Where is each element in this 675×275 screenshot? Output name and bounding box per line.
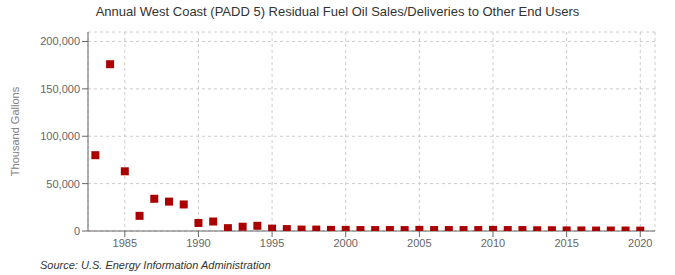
- svg-text:2020: 2020: [628, 237, 652, 249]
- svg-text:2005: 2005: [407, 237, 431, 249]
- svg-text:2000: 2000: [333, 237, 357, 249]
- svg-text:100,000: 100,000: [40, 130, 80, 142]
- svg-text:2015: 2015: [554, 237, 578, 249]
- svg-text:Thousand Gallons: Thousand Gallons: [9, 86, 21, 176]
- svg-text:1990: 1990: [186, 237, 210, 249]
- html-text:Annual West Coast (PADD 5) Res: Annual West Coast (PADD 5) Residual Fuel…: [95, 4, 580, 19]
- svg-text:200,000: 200,000: [40, 35, 80, 47]
- svg-text:1985: 1985: [113, 237, 137, 249]
- svg-text:2010: 2010: [481, 237, 505, 249]
- svg-text:150,000: 150,000: [40, 83, 80, 95]
- svg-text:1995: 1995: [260, 237, 284, 249]
- html-text:Source: U.S. Energy Informatio: Source: U.S. Energy Information Administ…: [40, 259, 271, 271]
- svg-text:50,000: 50,000: [46, 178, 80, 190]
- svg-text:0: 0: [74, 225, 80, 237]
